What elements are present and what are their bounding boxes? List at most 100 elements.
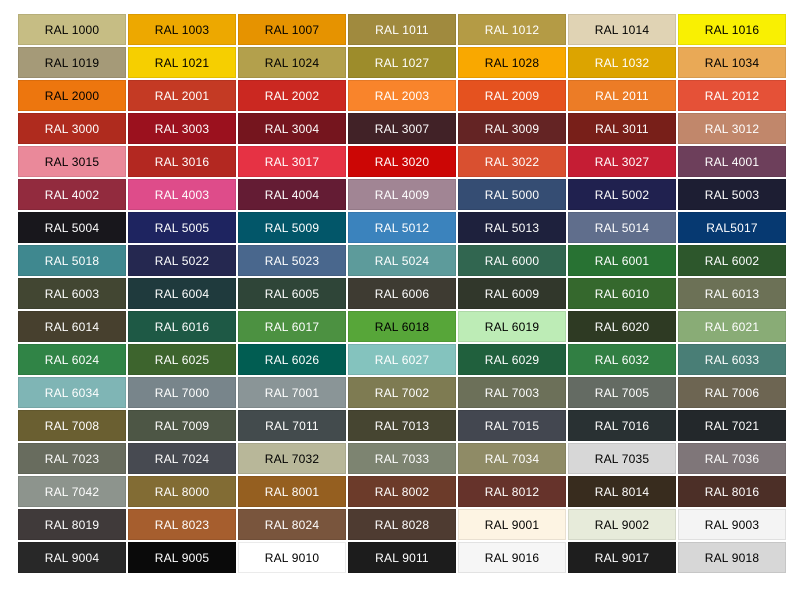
color-swatch-ral-8001: RAL 8001 xyxy=(238,476,346,507)
swatch-code-label: RAL 6024 xyxy=(44,352,100,367)
color-swatch-ral-9016: RAL 9016 xyxy=(458,542,566,573)
color-swatch-ral-3017: RAL 3017 xyxy=(238,146,346,177)
swatch-code-label: RAL 6034 xyxy=(44,385,100,400)
color-swatch-ral-1032: RAL 1032 xyxy=(568,47,676,78)
swatch-code-label: RAL 3016 xyxy=(154,154,210,169)
color-swatch-ral-1024: RAL 1024 xyxy=(238,47,346,78)
color-swatch-ral-6003: RAL 6003 xyxy=(18,278,126,309)
color-swatch-ral-3004: RAL 3004 xyxy=(238,113,346,144)
color-swatch-ral-5000: RAL 5000 xyxy=(458,179,566,210)
color-swatch-ral-1028: RAL 1028 xyxy=(458,47,566,78)
color-swatch-ral-7035: RAL 7035 xyxy=(568,443,676,474)
swatch-code-label: RAL 6009 xyxy=(484,286,540,301)
color-swatch-ral-7036: RAL 7036 xyxy=(678,443,786,474)
color-swatch-ral-6017: RAL 6017 xyxy=(238,311,346,342)
color-swatch-ral-7042: RAL 7042 xyxy=(18,476,126,507)
color-swatch-ral-6024: RAL 6024 xyxy=(18,344,126,375)
color-swatch-ral-3022: RAL 3022 xyxy=(458,146,566,177)
swatch-code-label: RAL 9001 xyxy=(484,517,540,532)
swatch-code-label: RAL 1014 xyxy=(594,22,650,37)
swatch-code-label: RAL 3017 xyxy=(264,154,320,169)
swatch-code-label: RAL 7042 xyxy=(44,484,100,499)
color-swatch-ral-3016: RAL 3016 xyxy=(128,146,236,177)
color-swatch-ral-7013: RAL 7013 xyxy=(348,410,456,441)
color-swatch-ral-3011: RAL 3011 xyxy=(568,113,676,144)
color-swatch-ral-2001: RAL 2001 xyxy=(128,80,236,111)
swatch-code-label: RAL 3011 xyxy=(595,121,649,136)
swatch-code-label: RAL 4002 xyxy=(44,187,100,202)
swatch-code-label: RAL 5003 xyxy=(704,187,760,202)
swatch-code-label: RAL 7015 xyxy=(484,418,540,433)
swatch-code-label: RAL 8028 xyxy=(374,517,430,532)
color-swatch-ral-2009: RAL 2009 xyxy=(458,80,566,111)
color-swatch-ral-7033: RAL 7033 xyxy=(348,443,456,474)
color-swatch-ral-9001: RAL 9001 xyxy=(458,509,566,540)
color-swatch-ral-6002: RAL 6002 xyxy=(678,245,786,276)
color-swatch-ral-7005: RAL 7005 xyxy=(568,377,676,408)
color-swatch-ral-7011: RAL 7011 xyxy=(238,410,346,441)
color-swatch-ral-7015: RAL 7015 xyxy=(458,410,566,441)
swatch-code-label: RAL 7023 xyxy=(44,451,100,466)
swatch-code-label: RAL 7011 xyxy=(265,418,319,433)
color-swatch-ral-1003: RAL 1003 xyxy=(128,14,236,45)
swatch-code-label: RAL 6003 xyxy=(44,286,100,301)
swatch-code-label: RAL 9016 xyxy=(484,550,540,565)
swatch-code-label: RAL 6026 xyxy=(264,352,320,367)
ral-swatch-grid: RAL 1000 RAL 1003 RAL 1007 RAL 1011 RAL 1012… xyxy=(18,14,786,573)
swatch-code-label: RAL 5023 xyxy=(264,253,320,268)
swatch-code-label: RAL 1007 xyxy=(264,22,320,37)
swatch-code-label: RAL 7000 xyxy=(154,385,210,400)
color-swatch-ral-6009: RAL 6009 xyxy=(458,278,566,309)
swatch-code-label: RAL 6016 xyxy=(154,319,210,334)
color-swatch-ral-7032: RAL 7032 xyxy=(238,443,346,474)
color-swatch-ral-9005: RAL 9005 xyxy=(128,542,236,573)
color-swatch-ral-9004: RAL 9004 xyxy=(18,542,126,573)
color-swatch-ral-7034: RAL 7034 xyxy=(458,443,566,474)
swatch-code-label: RAL 2012 xyxy=(704,88,760,103)
color-swatch-ral-3003: RAL 3003 xyxy=(128,113,236,144)
color-swatch-ral-6000: RAL 6000 xyxy=(458,245,566,276)
swatch-code-label: RAL 6027 xyxy=(374,352,430,367)
color-swatch-ral-1014: RAL 1014 xyxy=(568,14,676,45)
swatch-code-label: RAL 6033 xyxy=(704,352,760,367)
swatch-code-label: RAL 7002 xyxy=(374,385,430,400)
color-swatch-ral-6019: RAL 6019 xyxy=(458,311,566,342)
color-swatch-ral-2003: RAL 2003 xyxy=(348,80,456,111)
color-swatch-ral-1019: RAL 1019 xyxy=(18,47,126,78)
color-swatch-ral-4004: RAL 4004 xyxy=(238,179,346,210)
swatch-code-label: RAL 5004 xyxy=(44,220,100,235)
swatch-code-label: RAL 6004 xyxy=(154,286,210,301)
color-swatch-ral5017: RAL5017 xyxy=(678,212,786,243)
color-swatch-ral-7024: RAL 7024 xyxy=(128,443,236,474)
swatch-code-label: RAL 6032 xyxy=(594,352,650,367)
color-swatch-ral-1007: RAL 1007 xyxy=(238,14,346,45)
color-swatch-ral-6029: RAL 6029 xyxy=(458,344,566,375)
swatch-code-label: RAL 3027 xyxy=(594,154,650,169)
swatch-code-label: RAL 7033 xyxy=(374,451,430,466)
swatch-code-label: RAL 7009 xyxy=(154,418,210,433)
swatch-code-label: RAL 8000 xyxy=(154,484,210,499)
swatch-code-label: RAL 1011 xyxy=(375,22,429,37)
swatch-code-label: RAL 3012 xyxy=(704,121,760,136)
color-swatch-ral-4003: RAL 4003 xyxy=(128,179,236,210)
swatch-code-label: RAL 7032 xyxy=(264,451,320,466)
swatch-code-label: RAL 6013 xyxy=(704,286,760,301)
swatch-code-label: RAL 7021 xyxy=(704,418,760,433)
swatch-code-label: RAL 5012 xyxy=(374,220,430,235)
color-swatch-ral-8023: RAL 8023 xyxy=(128,509,236,540)
color-swatch-ral-7006: RAL 7006 xyxy=(678,377,786,408)
color-swatch-ral-2012: RAL 2012 xyxy=(678,80,786,111)
color-swatch-ral-6016: RAL 6016 xyxy=(128,311,236,342)
swatch-code-label: RAL 6018 xyxy=(374,319,430,334)
color-swatch-ral-5003: RAL 5003 xyxy=(678,179,786,210)
swatch-code-label: RAL 1000 xyxy=(44,22,100,37)
color-swatch-ral-7002: RAL 7002 xyxy=(348,377,456,408)
color-swatch-ral-5022: RAL 5022 xyxy=(128,245,236,276)
color-swatch-ral-7023: RAL 7023 xyxy=(18,443,126,474)
swatch-code-label: RAL 8014 xyxy=(594,484,650,499)
swatch-code-label: RAL 1034 xyxy=(704,55,760,70)
swatch-code-label: RAL 1024 xyxy=(264,55,320,70)
swatch-code-label: RAL 5002 xyxy=(594,187,650,202)
color-swatch-ral-3020: RAL 3020 xyxy=(348,146,456,177)
color-swatch-ral-4009: RAL 4009 xyxy=(348,179,456,210)
